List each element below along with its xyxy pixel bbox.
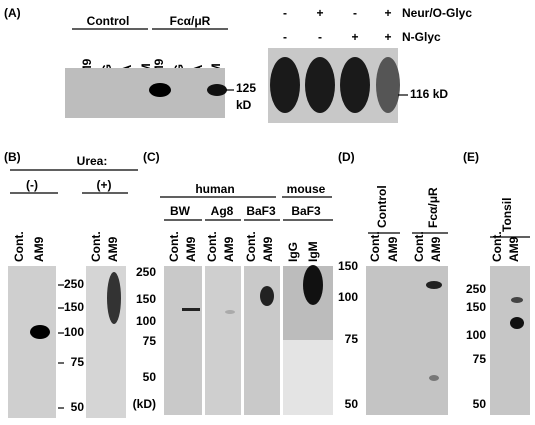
band (510, 317, 524, 329)
band (107, 272, 121, 324)
band (340, 57, 370, 113)
treatment-sign: - (353, 6, 357, 20)
unit-label: kD (236, 98, 252, 112)
treatment-label: Neur/O-Glyc (402, 6, 472, 20)
blot (164, 266, 202, 415)
lane-label: Cont. (490, 231, 504, 262)
lane-label: Cont. (89, 231, 103, 262)
band (376, 57, 400, 113)
panel-title: Urea: (77, 154, 108, 168)
lane-label: Cont. (368, 231, 382, 262)
marker-label: 50 (345, 397, 359, 411)
lane-label: IgM (306, 241, 320, 262)
group-label: BaF3 (246, 204, 276, 218)
band (305, 57, 335, 113)
marker-label: 100 (466, 328, 486, 342)
group-label: Fcα/μR (426, 187, 440, 228)
marker-label: 75 (473, 352, 487, 366)
lane-label: Cont. (205, 231, 219, 262)
marker-label: 250 (136, 265, 156, 279)
lane-label: Cont. (12, 231, 26, 262)
band-label: 116 kD (410, 87, 448, 101)
blot (283, 340, 333, 415)
lane-label: AM9 (429, 236, 443, 262)
band (149, 83, 171, 97)
treatment-sign: - (283, 6, 287, 20)
lane-label: AM9 (261, 236, 275, 262)
blot (205, 266, 241, 415)
marker-label: 75 (143, 334, 157, 348)
group-label: Ag8 (211, 204, 234, 218)
blot (65, 68, 225, 118)
marker-label: 75 (71, 355, 85, 369)
group-label: Fcα/μR (170, 14, 211, 28)
treatment-sign: - (283, 30, 287, 44)
lane-label: AM9 (106, 236, 120, 262)
band (511, 297, 523, 303)
lane-label: AM9 (222, 236, 236, 262)
species-label: human (195, 182, 234, 196)
panel-label: (D) (338, 150, 355, 164)
unit-label: (kD) (133, 397, 156, 411)
lane-label: AM9 (184, 236, 198, 262)
group-label: (-) (26, 178, 38, 192)
treatment-sign: + (384, 6, 391, 20)
band (182, 308, 200, 311)
marker-label: 50 (143, 370, 157, 384)
band (225, 310, 235, 314)
blot (366, 266, 448, 415)
blot (490, 266, 530, 415)
species-label: mouse (287, 182, 326, 196)
panel-label: (C) (143, 150, 160, 164)
treatment-sign: + (384, 30, 391, 44)
band (260, 286, 274, 306)
marker-label: 100 (136, 314, 156, 328)
band (207, 84, 227, 96)
marker-label: 250 (64, 277, 84, 291)
blot (8, 266, 56, 418)
group-label: Control (87, 14, 130, 28)
group-label: Tonsil (500, 198, 514, 232)
treatment-sign: + (316, 6, 323, 20)
marker-label: 150 (64, 300, 84, 314)
panel-label: (B) (4, 150, 21, 164)
lane-label: Cont. (244, 231, 258, 262)
group-label: BW (170, 204, 191, 218)
marker-label: 150 (466, 300, 486, 314)
panel-label: (A) (4, 6, 21, 20)
treatment-label: N-Glyc (402, 30, 441, 44)
band (30, 325, 50, 339)
marker-label: 150 (136, 292, 156, 306)
marker-label: 100 (338, 290, 358, 304)
band (270, 57, 300, 113)
group-label: Control (375, 185, 389, 228)
lane-label: Cont. (167, 231, 181, 262)
treatment-sign: - (318, 30, 322, 44)
marker-label: 250 (466, 282, 486, 296)
panel-label: (E) (463, 150, 479, 164)
marker-label: 100 (64, 325, 84, 339)
lane-label: AM9 (32, 236, 46, 262)
marker-label: 50 (71, 400, 85, 414)
lane-label: IgG (286, 242, 300, 262)
treatment-sign: + (351, 30, 358, 44)
band (426, 281, 442, 289)
band (429, 375, 439, 381)
lane-label: AM9 (386, 236, 400, 262)
marker-label: 75 (345, 332, 359, 346)
group-label: (+) (97, 178, 112, 192)
lane-label: AM9 (507, 236, 521, 262)
band (303, 265, 323, 305)
lane-label: Cont. (412, 231, 426, 262)
marker-label: 125 (236, 81, 256, 95)
blot (244, 266, 280, 415)
marker-label: 150 (338, 259, 358, 273)
marker-label: 50 (473, 397, 487, 411)
group-label: BaF3 (291, 204, 321, 218)
